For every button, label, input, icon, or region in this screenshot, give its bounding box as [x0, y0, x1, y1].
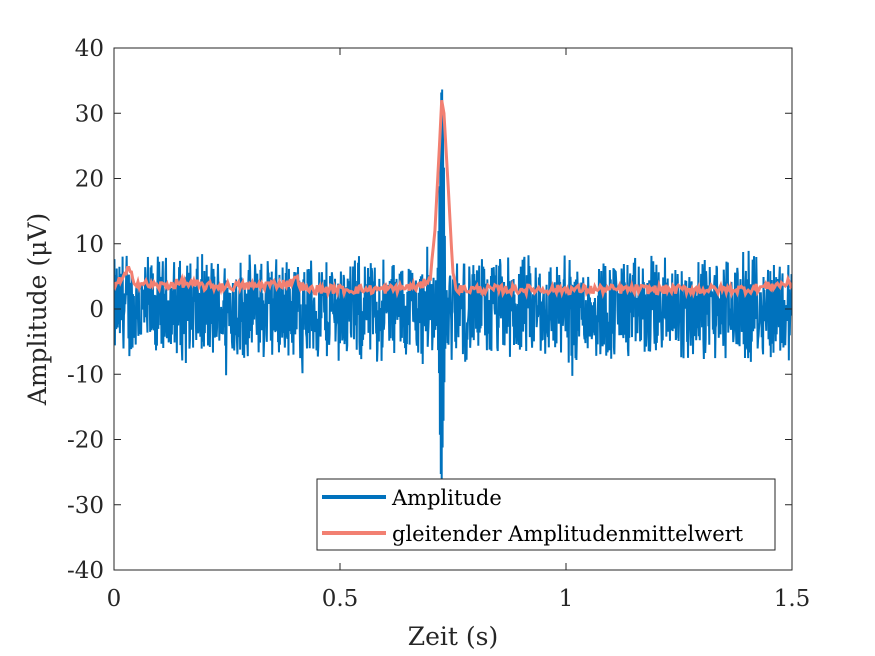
y-tick-label: 30 — [75, 101, 104, 127]
series-moving-average-line — [114, 99, 792, 300]
y-tick-label: -30 — [67, 493, 104, 519]
x-tick-label: 1.5 — [774, 586, 811, 612]
y-tick-label: 10 — [75, 232, 104, 258]
legend-label-amplitude: Amplitude — [391, 486, 502, 510]
tick-layer: 0 0.5 1 1.5 40 30 20 10 0 -10 -20 -30 -40 — [67, 36, 810, 612]
y-tick-label: 20 — [75, 167, 104, 193]
y-tick-label: -10 — [67, 362, 104, 388]
x-tick-label: 0 — [107, 586, 122, 612]
legend-label-moving-average: gleitender Amplitudenmittelwert — [392, 522, 744, 546]
x-tick-label: 1 — [559, 586, 574, 612]
x-axis-label: Zeit (s) — [408, 622, 499, 651]
legend: Amplitude gleitender Amplitudenmittelwer… — [316, 478, 776, 551]
y-tick-label: 40 — [75, 36, 104, 62]
series-layer — [114, 89, 792, 483]
y-axis-label: Amplitude (μV) — [23, 213, 52, 406]
legend-box — [316, 478, 776, 551]
y-tick-label: -20 — [67, 428, 104, 454]
x-tick-label: 0.5 — [322, 586, 359, 612]
y-tick-label: -40 — [67, 558, 104, 584]
y-tick-label: 0 — [89, 297, 104, 323]
